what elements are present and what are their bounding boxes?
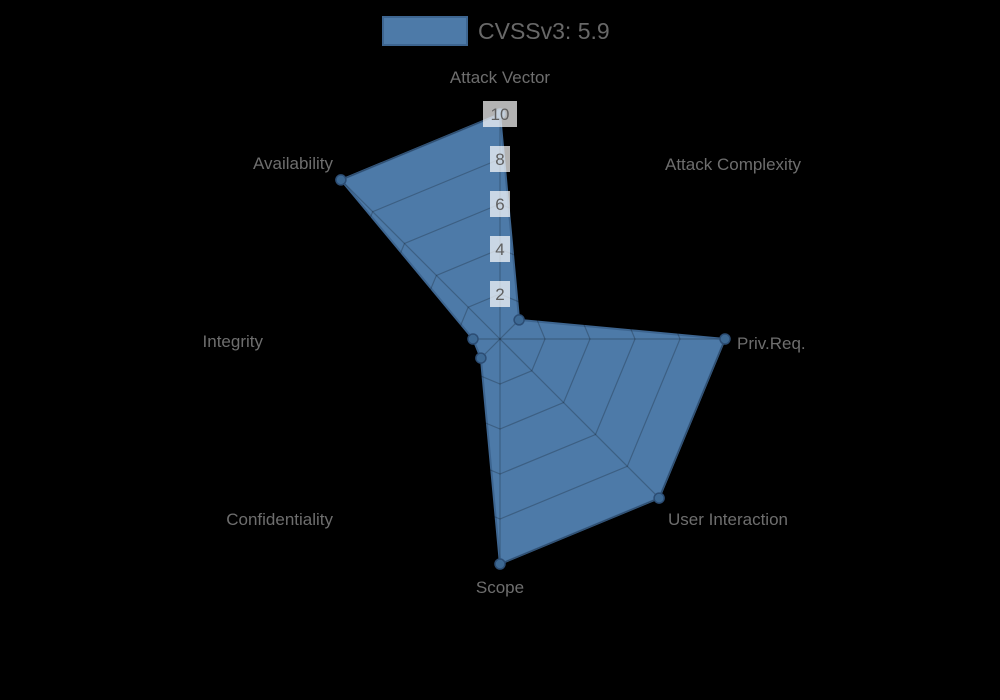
axis-label-availability: Availability [253, 154, 334, 173]
vertex-marker [494, 558, 506, 570]
tick-label-4: 4 [495, 240, 504, 259]
axis-spoke [499, 338, 660, 499]
tick-label-6: 6 [495, 195, 504, 214]
grid-layer [274, 113, 726, 565]
legend-swatch [382, 16, 468, 46]
axis-label-attack-complexity: Attack Complexity [665, 155, 802, 174]
tick-layer: 2 4 6 8 10 [483, 101, 517, 307]
legend-label: CVSSv3: 5.9 [478, 17, 610, 44]
axis-spoke [499, 179, 660, 340]
tick-backdrop [490, 146, 510, 172]
axis-spoke [340, 179, 501, 340]
tick-backdrop [490, 236, 510, 262]
axis-label-scope: Scope [476, 578, 524, 597]
vertex-marker [335, 174, 347, 186]
tick-label-2: 2 [495, 285, 504, 304]
vertex-marker [719, 333, 731, 345]
tick-backdrop [490, 281, 510, 307]
vertex-marker [513, 314, 525, 326]
vertex-marker [475, 352, 487, 364]
vertex-marker [467, 333, 479, 345]
axis-label-integrity: Integrity [203, 332, 264, 351]
axis-label-confidentiality: Confidentiality [226, 510, 333, 529]
axis-spoke [340, 338, 501, 499]
tick-backdrop [490, 191, 510, 217]
grid-ring [409, 248, 591, 430]
tick-label-8: 8 [495, 150, 504, 169]
axis-label-attack-vector: Attack Vector [450, 68, 550, 87]
tick-backdrop [483, 101, 517, 127]
legend-item[interactable]: CVSSv3: 5.9 [382, 16, 610, 46]
grid-ring [454, 293, 546, 385]
axis-label-layer: Attack Vector Attack Complexity Priv.Req… [203, 68, 806, 597]
tick-label-10: 10 [491, 105, 510, 124]
vertex-marker [653, 492, 665, 504]
axis-label-priv-req: Priv.Req. [737, 334, 806, 353]
grid-ring [319, 158, 681, 520]
axis-label-user-interaction: User Interaction [668, 510, 788, 529]
grid-ring [364, 203, 636, 475]
